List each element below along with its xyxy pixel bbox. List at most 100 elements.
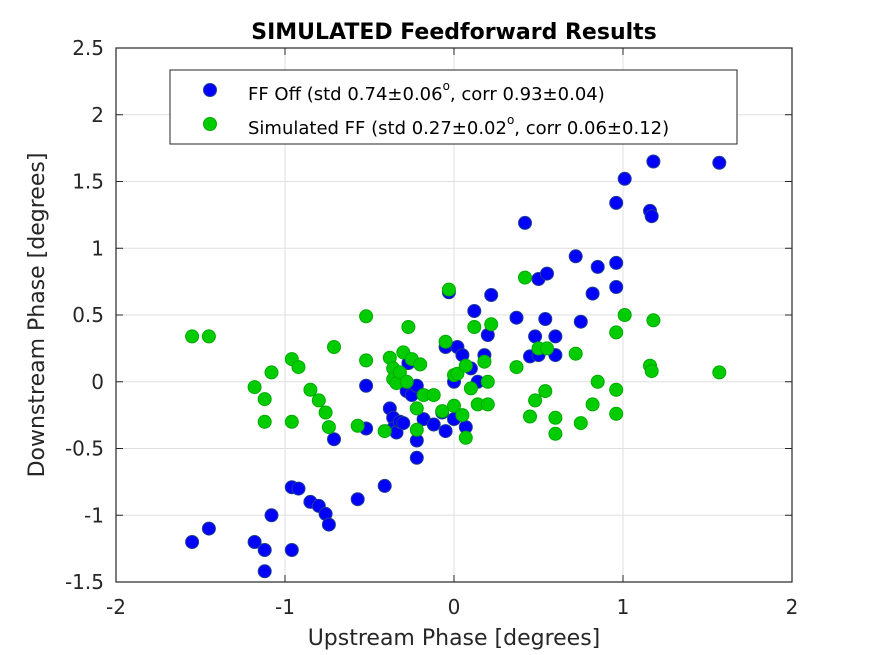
y-tick-label: 0.5 [72, 303, 104, 327]
data-point [467, 304, 482, 318]
y-tick-label: 2.5 [72, 36, 104, 60]
x-tick-label: 0 [448, 595, 461, 619]
data-point [585, 397, 600, 412]
data-point [303, 382, 318, 397]
data-point [540, 266, 554, 281]
data-point [257, 564, 272, 579]
data-point [409, 450, 424, 465]
x-tick-label: 1 [617, 595, 630, 619]
data-point [426, 417, 441, 432]
data-point [644, 209, 659, 224]
data-point [609, 325, 624, 340]
chart-title: SIMULATED Feedforward Results [251, 20, 657, 45]
y-tick-label: 1.5 [72, 170, 104, 194]
data-point [467, 320, 482, 334]
data-point [185, 535, 200, 549]
data-point [359, 378, 374, 393]
legend-label-ff-off: FF Off (std 0.74±0.06o, corr 0.93±0.04) [248, 79, 605, 105]
data-point [327, 432, 341, 447]
data-point [264, 365, 279, 380]
data-point [435, 404, 450, 419]
data-point [318, 405, 333, 420]
data-point [480, 397, 495, 412]
data-point [441, 282, 456, 297]
data-point [350, 492, 365, 507]
data-point [480, 374, 495, 389]
data-point [548, 426, 563, 441]
data-point [350, 418, 365, 433]
data-point [284, 414, 299, 429]
y-tick-label: 0 [91, 370, 104, 394]
x-tick-label: 2 [786, 595, 799, 619]
data-point [359, 353, 374, 368]
data-point [540, 341, 554, 356]
data-point [609, 255, 624, 270]
data-point [590, 374, 605, 389]
data-point [284, 543, 299, 557]
data-point [509, 360, 524, 375]
data-point [392, 365, 407, 380]
series-simulated-ff [185, 270, 727, 445]
data-point [609, 382, 624, 397]
data-point [438, 334, 453, 349]
data-point [438, 424, 453, 439]
data-point [321, 420, 336, 435]
data-point [463, 381, 478, 396]
data-point [617, 308, 632, 322]
data-point [396, 416, 411, 431]
data-point [359, 309, 374, 324]
data-point [201, 521, 216, 536]
x-axis-label: Upstream Phase [degrees] [308, 626, 601, 651]
y-tick-label: -1.5 [65, 570, 104, 594]
legend-marker-ff-off [203, 83, 217, 97]
y-tick-label: -0.5 [65, 437, 104, 461]
data-point [484, 317, 499, 332]
data-point [455, 408, 470, 423]
data-point [523, 409, 537, 424]
data-point [247, 380, 262, 395]
legend: FF Off (std 0.74±0.06o, corr 0.93±0.04) … [169, 69, 738, 145]
data-point [257, 392, 272, 407]
data-point [201, 329, 216, 344]
data-point [399, 374, 414, 389]
data-point [712, 365, 727, 380]
data-points [185, 154, 727, 579]
series-ff-off [185, 154, 727, 579]
data-point [409, 422, 424, 437]
data-point [291, 481, 306, 496]
data-point [568, 346, 583, 361]
data-point [528, 329, 543, 344]
data-point [311, 393, 326, 408]
data-point [185, 329, 200, 344]
data-point [644, 364, 659, 379]
data-point [573, 416, 588, 431]
data-point [257, 414, 272, 429]
data-point [401, 320, 416, 334]
data-point [413, 357, 428, 372]
data-point [646, 313, 661, 328]
data-point [617, 171, 632, 186]
legend-marker-simulated-ff [203, 117, 217, 131]
data-point [538, 384, 553, 399]
data-point [548, 410, 563, 425]
data-point [609, 195, 624, 210]
data-point [538, 312, 553, 326]
grid-lines [116, 48, 792, 582]
legend-box [169, 69, 738, 145]
data-point [377, 424, 392, 439]
data-point [458, 358, 473, 373]
data-point [450, 366, 465, 381]
data-point [247, 535, 262, 549]
data-point [590, 259, 605, 274]
x-tick-label: -2 [106, 595, 126, 619]
data-point [409, 401, 424, 416]
data-point [568, 249, 583, 264]
x-axis-ticks: -2 -1 0 1 2 [106, 48, 798, 619]
data-point [458, 430, 473, 445]
data-point [518, 215, 532, 230]
legend-label-simulated-ff: Simulated FF (std 0.27±0.02o, corr 0.06±… [248, 113, 669, 139]
data-point [377, 478, 392, 493]
data-point [528, 393, 543, 408]
data-point [327, 340, 341, 354]
